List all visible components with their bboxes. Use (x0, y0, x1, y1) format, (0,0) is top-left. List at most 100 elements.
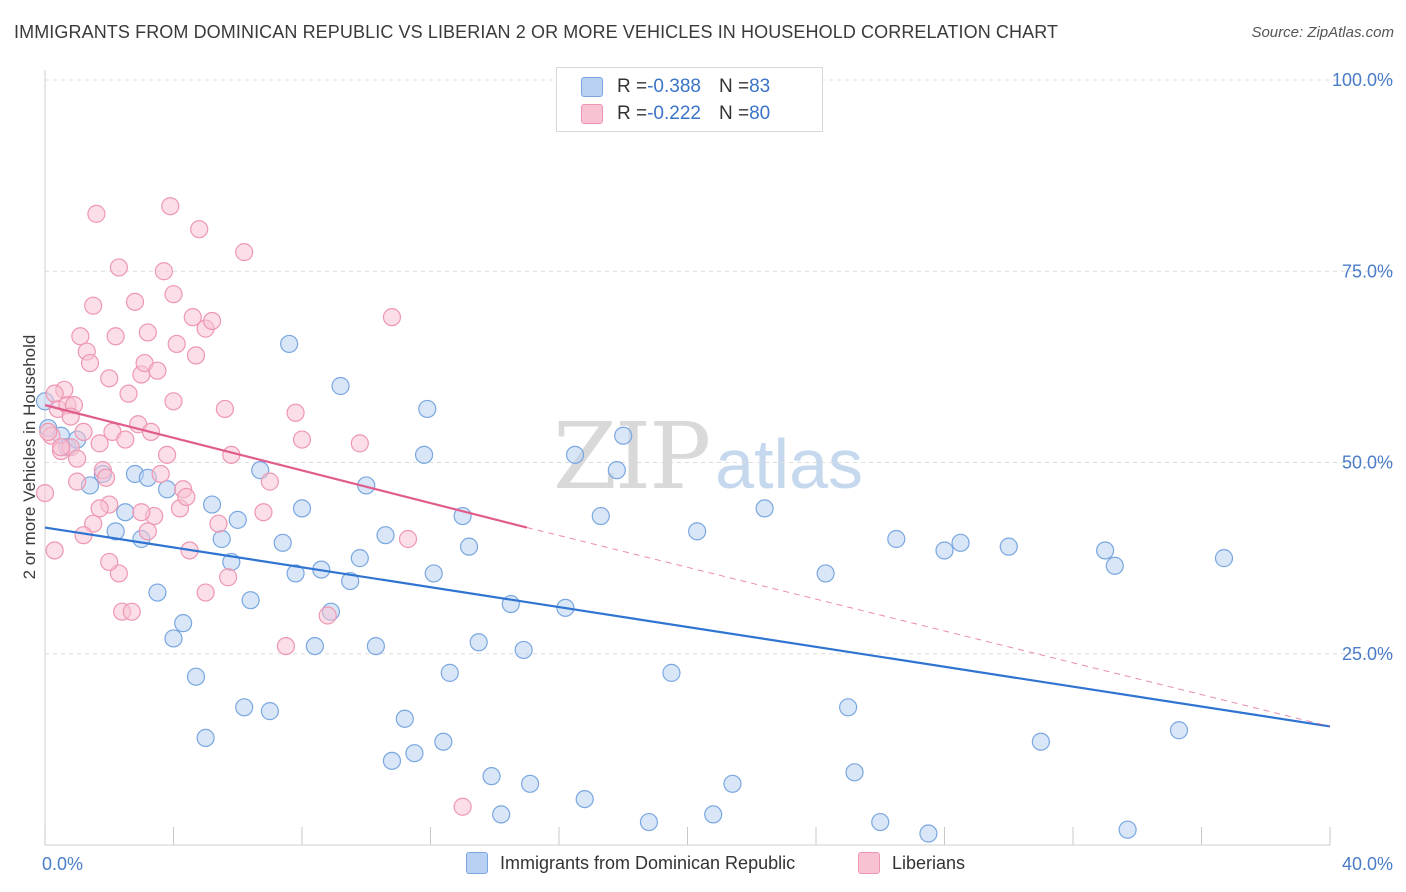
legend-n-label: N = (718, 76, 750, 97)
legend-r-value: -0.222 (647, 103, 701, 124)
data-point-dominican (157, 480, 177, 499)
data-point-liberian (219, 568, 238, 587)
series-legend-label: Immigrants from Dominican Republic (500, 852, 796, 873)
legend-row-dominican: R = -0.388 N = 83 (581, 75, 770, 99)
data-point-liberian (161, 197, 180, 216)
data-point-liberian (125, 292, 145, 311)
data-point-dominican (614, 426, 633, 445)
data-point-liberian (177, 487, 196, 507)
data-point-dominican (1031, 732, 1050, 751)
data-point-liberian (100, 369, 119, 388)
legend-n-label: N = (718, 103, 750, 124)
trend-line-liberian (44, 404, 528, 529)
legend-r-value: -0.388 (647, 76, 701, 97)
source-label: Source: ZipAtlas.com (1251, 24, 1394, 41)
data-point-liberian (132, 503, 151, 522)
data-point-dominican (514, 640, 533, 660)
data-point-liberian (68, 472, 87, 491)
data-point-liberian (39, 422, 58, 441)
data-point-liberian (84, 296, 103, 315)
data-point-liberian (453, 797, 472, 816)
series-legend-item-dominican[interactable]: Immigrants from Dominican Republic (466, 852, 795, 874)
legend-swatch-blue (581, 77, 603, 97)
data-point-liberian (106, 327, 125, 346)
data-point-liberian (71, 327, 90, 346)
data-point-dominican (414, 445, 434, 464)
data-point-liberian (276, 636, 296, 656)
series-swatch-pink (858, 852, 880, 874)
data-point-dominican (148, 583, 167, 602)
data-point-dominican (839, 698, 858, 717)
y-axis-label: 2 or more Vehicles in Household (20, 334, 39, 580)
data-point-liberian (90, 434, 109, 453)
data-point-dominican (723, 774, 742, 793)
data-point-dominican (235, 698, 254, 717)
series-legend-label: Liberians (892, 852, 966, 873)
data-point-dominican (273, 533, 292, 552)
data-point-dominican (935, 541, 954, 560)
data-point-liberian (398, 529, 418, 549)
data-point-liberian (196, 583, 215, 602)
data-point-dominican (871, 812, 890, 832)
series-swatch-blue (466, 852, 488, 874)
data-point-dominican (492, 805, 511, 824)
data-point-dominican (164, 629, 183, 648)
data-point-dominican (999, 537, 1018, 556)
data-point-dominican (331, 376, 350, 396)
data-point-liberian (122, 602, 141, 621)
data-point-dominican (919, 824, 938, 843)
data-point-dominican (434, 732, 453, 751)
data-point-dominican (482, 767, 501, 786)
data-point-dominican (887, 529, 906, 549)
data-point-dominican (607, 461, 626, 480)
legend-n-value: 80 (749, 103, 771, 124)
y-tick-label: 75.0% (1342, 261, 1393, 281)
data-point-liberian (164, 392, 183, 411)
data-point-liberian (183, 308, 202, 327)
data-point-liberian (292, 430, 312, 449)
data-point-liberian (90, 499, 109, 518)
data-point-dominican (116, 503, 135, 522)
legend-r-label: R = (617, 103, 648, 124)
data-point-liberian (138, 323, 157, 342)
data-point-dominican (1096, 541, 1115, 560)
data-point-liberian (154, 262, 173, 281)
data-point-dominican (382, 751, 402, 770)
stats-legend: R = -0.388 N = 83 R = -0.222 N = 80 (556, 67, 823, 132)
data-point-liberian (215, 399, 234, 419)
data-point-dominican (292, 499, 312, 518)
data-point-dominican (376, 526, 395, 545)
data-point-dominican (395, 709, 414, 728)
data-point-dominican (341, 571, 360, 591)
data-point-dominican (591, 506, 610, 526)
data-point-liberian (157, 445, 177, 464)
data-point-liberian (202, 311, 222, 331)
data-point-dominican (424, 564, 443, 583)
data-point-dominican (1105, 556, 1124, 575)
data-point-dominican (196, 728, 215, 748)
data-point-dominican (241, 591, 260, 610)
data-point-liberian (286, 403, 305, 422)
data-point-liberian (96, 468, 116, 487)
data-point-liberian (318, 606, 337, 625)
data-point-liberian (51, 438, 71, 457)
data-point-liberian (164, 285, 183, 304)
data-point-dominican (440, 663, 459, 682)
data-point-dominican (106, 522, 125, 541)
data-point-liberian (235, 243, 254, 262)
x-tick-label: 40.0% (1342, 854, 1393, 874)
trend-extension-liberian (526, 527, 1331, 727)
data-point-liberian (45, 541, 64, 560)
x-tick-label: 0.0% (42, 854, 83, 874)
data-point-dominican (286, 564, 305, 583)
series-legend-item-liberian[interactable]: Liberians (858, 852, 965, 874)
data-point-liberian (68, 449, 87, 468)
data-point-dominican (212, 529, 231, 549)
data-point-liberian (74, 422, 93, 441)
data-point-liberian (80, 353, 100, 373)
legend-swatch-pink (581, 104, 603, 124)
data-point-dominican (704, 805, 723, 824)
data-point-liberian (100, 552, 119, 572)
data-point-liberian (45, 384, 64, 403)
